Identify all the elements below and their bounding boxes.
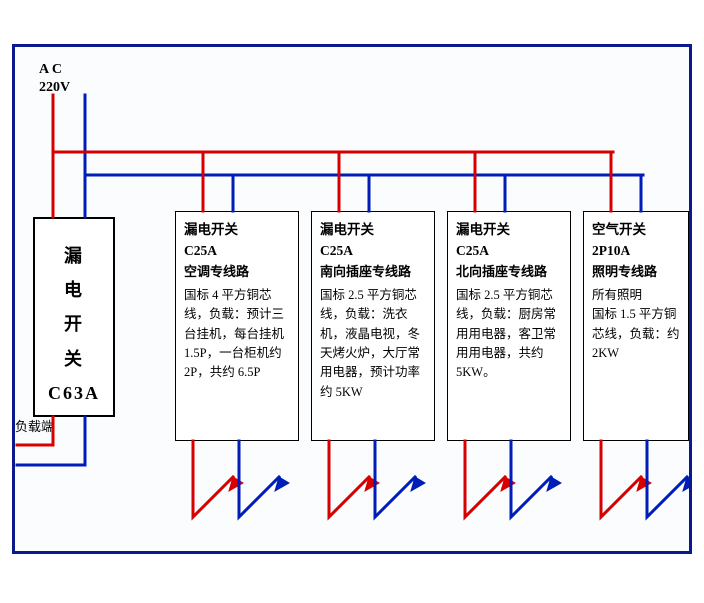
sub-breaker-0: 漏电开关 C25A 空调专线路 国标 4 平方铜芯线，负载：预计三台挂机，每台挂…: [175, 211, 299, 441]
sub3-rating: 2P10A: [592, 241, 682, 262]
main-title-0: 漏: [35, 239, 113, 273]
ac-source-label: A C220V: [39, 61, 70, 96]
sub3-body: 所有照明国标 1.5 平方铜芯线，负载：约 2KW: [592, 288, 680, 360]
sub1-rating: C25A: [320, 241, 428, 262]
sub0-body: 国标 4 平方铜芯线，负载：预计三台挂机，每台挂机 1.5P，一台柜机约 2P，…: [184, 288, 284, 380]
sub0-rating: C25A: [184, 241, 292, 262]
sub0-header: 漏电开关: [184, 220, 292, 241]
sub1-header: 漏电开关: [320, 220, 428, 241]
sub2-subtitle: 北向插座专线路: [456, 262, 564, 282]
main-title-1: 电: [35, 273, 113, 307]
sub2-rating: C25A: [456, 241, 564, 262]
sub3-header: 空气开关: [592, 220, 682, 241]
sub2-header: 漏电开关: [456, 220, 564, 241]
sub2-body: 国标 2.5 平方铜芯线，负载：厨房常用用电器，客卫常用用电器，共约 5KW。: [456, 288, 556, 380]
diagram-frame: A C220V 负载端 漏 电 开 关 C63A 漏电开关 C25A 空调专线路…: [12, 44, 692, 554]
ac-line1: A C220V: [39, 62, 70, 95]
main-breaker-box: 漏 电 开 关 C63A: [33, 217, 115, 417]
sub-breaker-1: 漏电开关 C25A 南向插座专线路 国标 2.5 平方铜芯线，负载：洗衣机，液晶…: [311, 211, 435, 441]
load-end-label: 负载端: [15, 419, 54, 435]
sub1-body: 国标 2.5 平方铜芯线，负载：洗衣机，液晶电视，冬天烤火炉，大厅常用电器，预计…: [320, 288, 420, 399]
sub1-subtitle: 南向插座专线路: [320, 262, 428, 282]
main-title-3: 关: [35, 342, 113, 376]
main-title-2: 开: [35, 307, 113, 341]
sub-breaker-3: 空气开关 2P10A 照明专线路 所有照明国标 1.5 平方铜芯线，负载：约 2…: [583, 211, 689, 441]
sub-breaker-2: 漏电开关 C25A 北向插座专线路 国标 2.5 平方铜芯线，负载：厨房常用用电…: [447, 211, 571, 441]
sub3-subtitle: 照明专线路: [592, 262, 682, 282]
main-rating: C63A: [35, 376, 113, 410]
sub0-subtitle: 空调专线路: [184, 262, 292, 282]
